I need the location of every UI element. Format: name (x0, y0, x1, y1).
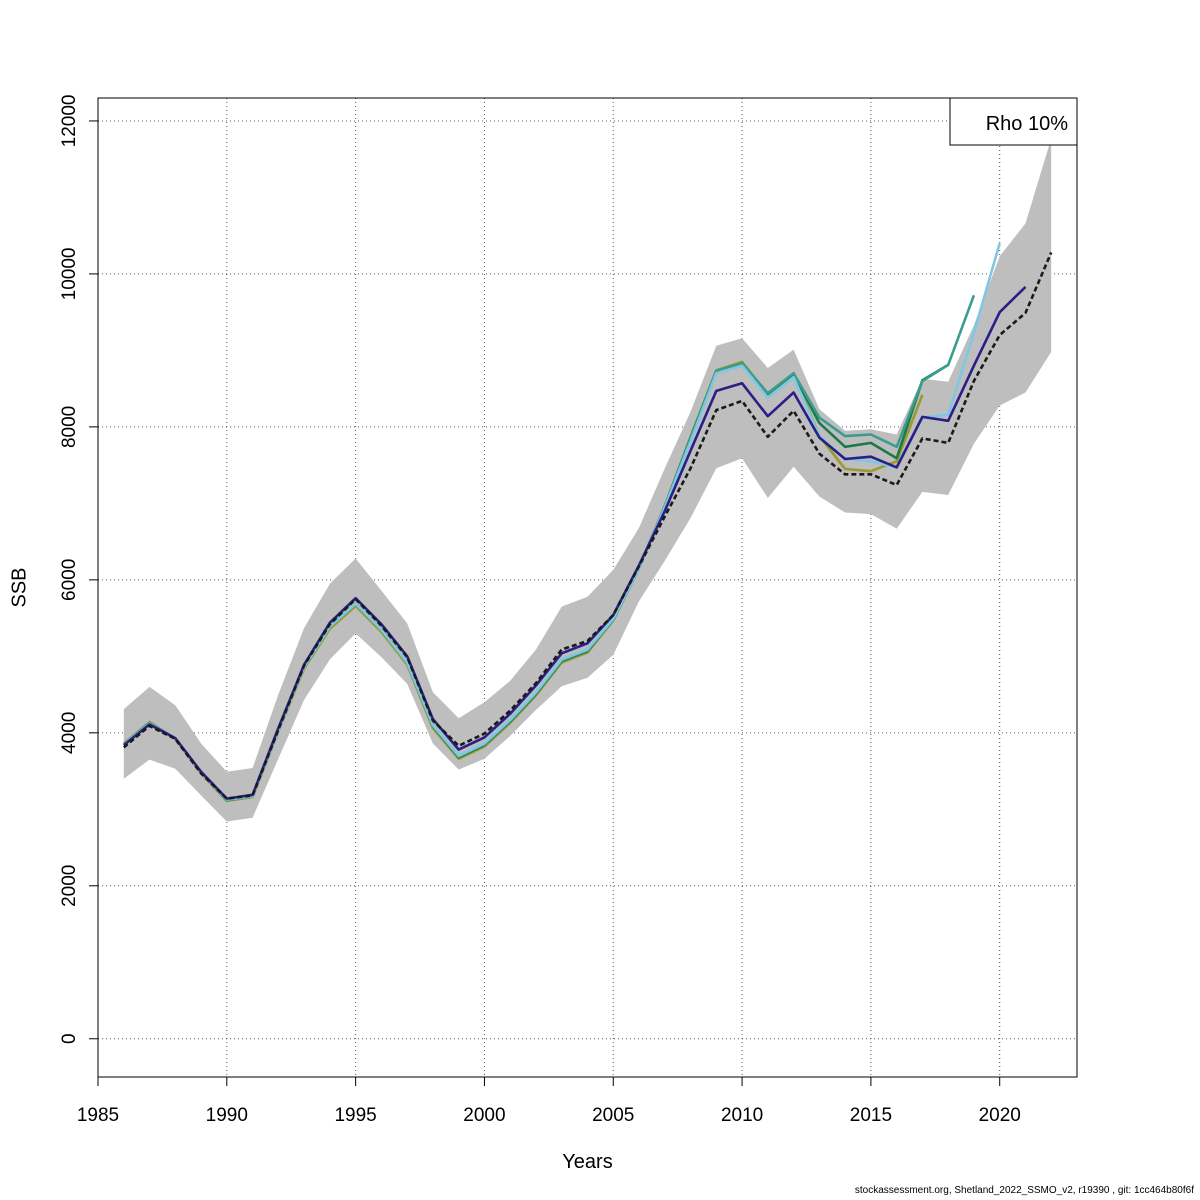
y-tick-label: 8000 (59, 406, 80, 448)
legend-box (949, 97, 1078, 146)
x-tick-label: 1995 (334, 1105, 376, 1126)
series-line-1 (122, 251, 1053, 800)
y-tick-label: 4000 (59, 712, 80, 754)
series-lines (122, 242, 1053, 803)
footer-credit: stockassessment.org, Shetland_2022_SSMO_… (854, 1185, 1194, 1196)
x-tick-label: 1985 (77, 1105, 119, 1126)
x-axis: 1985 1990 1995 2000 2005 2010 2015 2020 (77, 1076, 1021, 1126)
x-tick-label: 2020 (979, 1105, 1021, 1126)
series-line-4 (122, 294, 976, 802)
y-axis: 0 2000 4000 6000 8000 10000 12000 (59, 95, 99, 1044)
x-tick-label: 1990 (206, 1105, 248, 1126)
series-line-5 (122, 362, 949, 802)
x-axis-title: Years (562, 1151, 612, 1173)
x-tick-label: 2015 (850, 1105, 892, 1126)
x-tick-label: 2005 (592, 1105, 634, 1126)
confidence-band (123, 138, 1052, 822)
y-tick-label: 0 (59, 1033, 80, 1044)
y-tick-label: 2000 (59, 865, 80, 907)
y-tick-label: 6000 (59, 559, 80, 601)
y-axis-title: SSB (8, 567, 30, 607)
plot-frame (97, 97, 1078, 1078)
series-line-2 (122, 285, 1027, 800)
grid-lines (97, 98, 1077, 1077)
x-tick-label: 2010 (721, 1105, 763, 1126)
y-tick-label: 10000 (59, 247, 80, 300)
legend-label: Rho 10% (986, 113, 1068, 135)
y-tick-label: 12000 (59, 95, 80, 148)
series-line-3 (122, 242, 1001, 801)
x-tick-label: 2000 (463, 1105, 505, 1126)
legend: Rho 10% (949, 97, 1078, 146)
